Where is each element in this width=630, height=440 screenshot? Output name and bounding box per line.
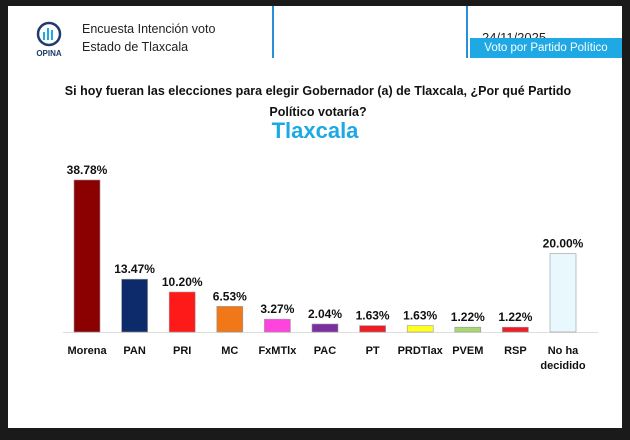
data-label: 1.22%: [451, 310, 485, 324]
category-label: PAN: [123, 345, 145, 357]
category-label: PRDTlax: [398, 345, 444, 357]
category-label: RSP: [504, 345, 527, 357]
data-label: 1.63%: [356, 309, 390, 323]
category-label: PRI: [173, 345, 191, 357]
bar: [121, 278, 148, 333]
svg-text:OPINA: OPINA: [36, 49, 62, 58]
data-label: 3.27%: [260, 302, 294, 316]
data-label: 1.63%: [403, 309, 437, 323]
category-label: PVEM: [452, 345, 483, 357]
bar: [216, 306, 244, 333]
bar: [359, 325, 386, 333]
state-name: Estado de Tlaxcala: [82, 40, 189, 54]
category-label: No ha decidido: [540, 345, 586, 372]
section-badge: Voto por Partido Político: [470, 38, 622, 58]
category-label: MC: [221, 345, 238, 357]
data-label: 20.00%: [543, 237, 584, 251]
header-divider: [272, 6, 274, 58]
data-label: 6.53%: [213, 289, 247, 303]
data-label: 10.20%: [162, 275, 203, 289]
bar: [264, 318, 291, 333]
bar-chart: 38.78% Morena 13.47% PAN 10.20% PRI 6.53% MC 3.2…: [63, 163, 598, 372]
bar: [168, 291, 196, 333]
survey-title: Encuesta Intención voto: [82, 22, 216, 36]
region-title: Tlaxcala: [271, 118, 359, 143]
bar: [73, 179, 101, 333]
header-divider: [466, 6, 468, 58]
opina-logo: OPINA: [36, 21, 62, 58]
data-label: 13.47%: [114, 262, 155, 276]
bar: [311, 323, 339, 333]
bar: [406, 325, 434, 333]
bar: [454, 326, 482, 333]
data-label: 1.22%: [498, 310, 532, 324]
bar: [502, 326, 529, 333]
category-label: PAC: [314, 345, 336, 357]
bar: [549, 253, 577, 333]
question: Si hoy fueran las elecciones para elegir…: [64, 84, 572, 119]
category-label: Morena: [67, 345, 107, 357]
data-label: 2.04%: [308, 307, 342, 321]
data-label: 38.78%: [67, 163, 108, 177]
slide: OPINA Encuesta Intención voto Estado de …: [8, 6, 622, 428]
category-label: FxMTlx: [258, 345, 297, 357]
category-label: PT: [366, 345, 380, 357]
